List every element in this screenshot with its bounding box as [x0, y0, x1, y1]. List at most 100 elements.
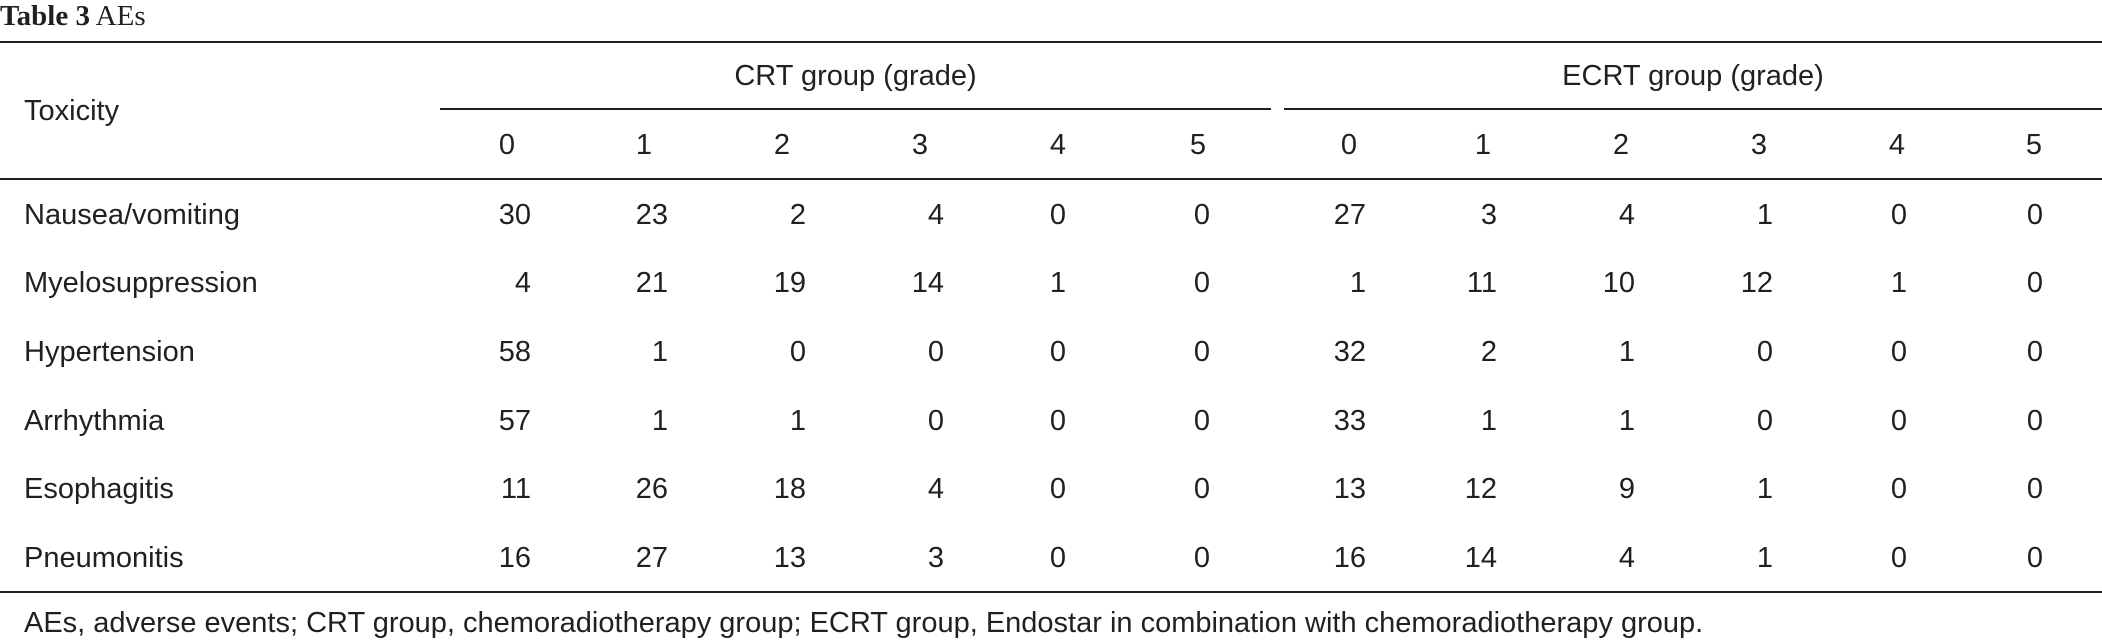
crt-grade-3-header: 3	[911, 129, 929, 161]
table-cell: 0	[1193, 267, 1210, 299]
table-cell: 0	[1890, 405, 1907, 437]
table-cell: 0	[927, 336, 944, 368]
table-cell: 4	[514, 267, 531, 299]
table-cell: 16	[1333, 542, 1366, 574]
table-cell: 0	[2026, 199, 2043, 231]
table-cell: 58	[498, 336, 531, 368]
ecrt-grade-0-header: 0	[1340, 129, 1358, 161]
table-cell: 30	[498, 199, 531, 231]
table-cell: 9	[1618, 473, 1635, 505]
table-cell: 0	[1890, 199, 1907, 231]
ecrt-grade-2-header: 2	[1612, 129, 1630, 161]
crt-grade-2-header: 2	[773, 129, 791, 161]
table-cell: 21	[635, 267, 668, 299]
row-label: Hypertension	[24, 336, 195, 368]
table-cell: 1	[1618, 336, 1635, 368]
table-cell: 16	[498, 542, 531, 574]
table-cell: 14	[911, 267, 944, 299]
crt-group-rule	[440, 108, 1271, 110]
table-cell: 12	[1740, 267, 1773, 299]
ecrt-group-header: ECRT group (grade)	[1562, 60, 1824, 92]
table-cell: 0	[2026, 267, 2043, 299]
table-cell: 3	[1480, 199, 1497, 231]
table-caption: Table 3 AEs	[0, 0, 146, 40]
table-cell: 19	[773, 267, 806, 299]
table-cell: 1	[1349, 267, 1366, 299]
table-cell: 1	[1756, 199, 1773, 231]
table-cell: 4	[927, 199, 944, 231]
table-cell: 2	[789, 199, 806, 231]
header-rule	[0, 178, 2102, 180]
table-cell: 0	[2026, 405, 2043, 437]
table-footnote: AEs, adverse events; CRT group, chemorad…	[24, 607, 1704, 639]
table-cell: 0	[2026, 542, 2043, 574]
table-cell: 0	[1756, 405, 1773, 437]
table-cell: 0	[1049, 405, 1066, 437]
table-cell: 1	[651, 336, 668, 368]
table-cell: 0	[1193, 336, 1210, 368]
table-cell: 12	[1464, 473, 1497, 505]
table-cell: 33	[1333, 405, 1366, 437]
crt-group-header: CRT group (grade)	[734, 60, 977, 92]
table-cell: 0	[1193, 473, 1210, 505]
table-cell: 1	[1756, 473, 1773, 505]
table-number: Table 3	[0, 0, 90, 32]
table-cell: 3	[927, 542, 944, 574]
table-cell: 11	[1466, 267, 1497, 299]
ecrt-grade-3-header: 3	[1750, 129, 1768, 161]
crt-grade-4-header: 4	[1049, 129, 1067, 161]
table-cell: 0	[927, 405, 944, 437]
ecrt-grade-5-header: 5	[2025, 129, 2043, 161]
ecrt-grade-4-header: 4	[1888, 129, 1906, 161]
table-cell: 1	[651, 405, 668, 437]
crt-grade-1-header: 1	[635, 129, 653, 161]
table-cell: 0	[789, 336, 806, 368]
table-cell: 13	[1333, 473, 1366, 505]
table-cell: 4	[1618, 199, 1635, 231]
table-cell: 4	[927, 473, 944, 505]
table-cell: 1	[789, 405, 806, 437]
table-cell: 0	[1193, 542, 1210, 574]
table-cell: 10	[1602, 267, 1635, 299]
table-cell: 2	[1480, 336, 1497, 368]
table-title: AEs	[95, 0, 146, 32]
table-cell: 0	[1049, 542, 1066, 574]
row-label: Arrhythmia	[24, 405, 165, 437]
table-cell: 27	[635, 542, 668, 574]
table-cell: 0	[1193, 405, 1210, 437]
table-cell: 0	[1890, 542, 1907, 574]
table-cell: 0	[2026, 336, 2043, 368]
table-cell: 0	[2026, 473, 2043, 505]
top-rule	[0, 41, 2102, 43]
table-cell: 13	[773, 542, 806, 574]
table-cell: 0	[1193, 199, 1210, 231]
ecrt-grade-1-header: 1	[1474, 129, 1492, 161]
table-cell: 57	[498, 405, 531, 437]
table-cell: 26	[635, 473, 668, 505]
table-cell: 32	[1333, 336, 1366, 368]
table-cell: 11	[500, 473, 531, 505]
table-cell: 1	[1480, 405, 1497, 437]
ecrt-group-rule	[1284, 108, 2102, 110]
row-label: Nausea/vomiting	[24, 199, 240, 231]
table-cell: 1	[1049, 267, 1066, 299]
table-cell: 1	[1890, 267, 1907, 299]
table-cell: 0	[1049, 473, 1066, 505]
table-cell: 1	[1756, 542, 1773, 574]
table-cell: 23	[635, 199, 668, 231]
crt-grade-0-header: 0	[498, 129, 516, 161]
row-label: Myelosuppression	[24, 267, 258, 299]
row-label: Pneumonitis	[24, 542, 184, 574]
table-cell: 0	[1890, 336, 1907, 368]
row-label: Esophagitis	[24, 473, 174, 505]
table-cell: 18	[773, 473, 806, 505]
bottom-rule	[0, 591, 2102, 593]
table-cell: 0	[1756, 336, 1773, 368]
table-cell: 14	[1464, 542, 1497, 574]
crt-grade-5-header: 5	[1189, 129, 1207, 161]
table-cell: 0	[1049, 336, 1066, 368]
table-cell: 1	[1618, 405, 1635, 437]
toxicity-header: Toxicity	[24, 95, 120, 127]
table-cell: 0	[1049, 199, 1066, 231]
table-cell: 27	[1333, 199, 1366, 231]
